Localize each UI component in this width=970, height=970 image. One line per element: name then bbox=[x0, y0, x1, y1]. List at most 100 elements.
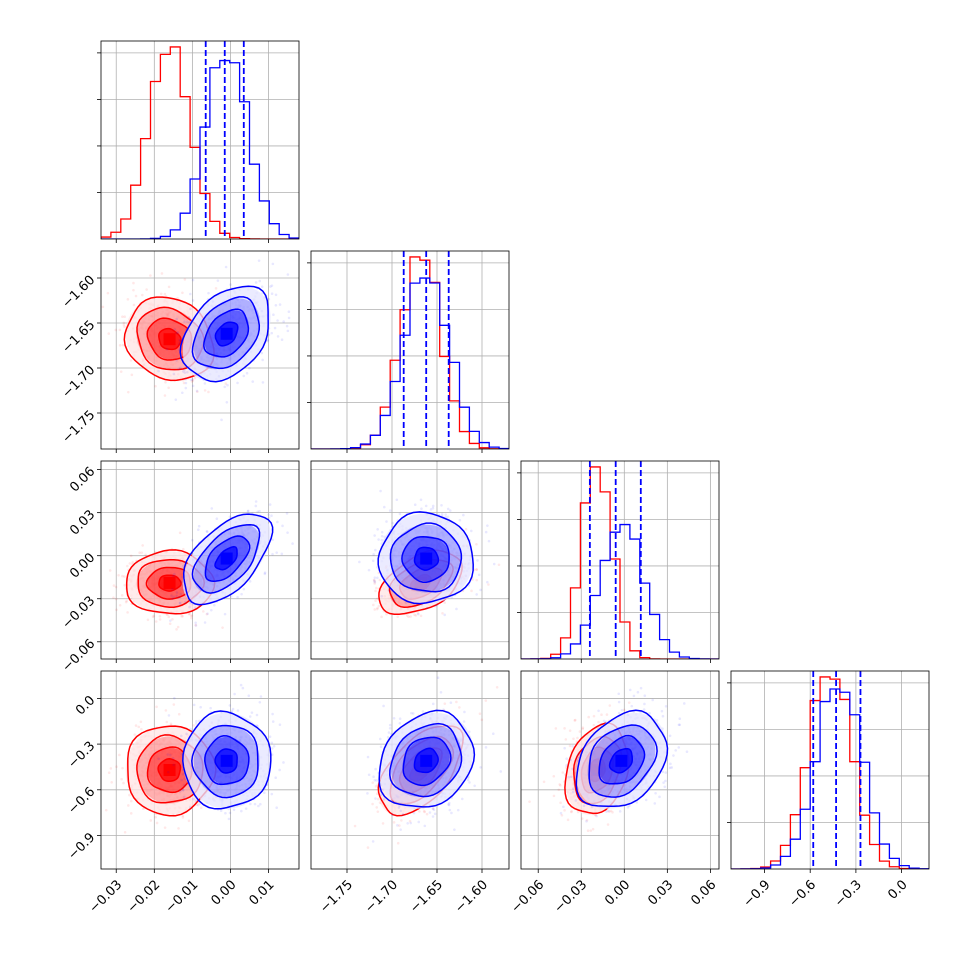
sample-point bbox=[187, 819, 191, 823]
sample-point bbox=[194, 606, 197, 609]
sample-point bbox=[487, 539, 491, 543]
sample-point bbox=[271, 552, 274, 556]
sample-point bbox=[373, 534, 376, 537]
sample-point bbox=[172, 595, 176, 599]
sample-point bbox=[475, 578, 479, 582]
sample-point bbox=[374, 599, 377, 603]
sample-point bbox=[132, 288, 135, 292]
sample-point bbox=[114, 585, 118, 589]
sample-point bbox=[187, 612, 191, 616]
sample-point bbox=[160, 272, 164, 275]
sample-point bbox=[184, 386, 188, 390]
sample-point bbox=[101, 305, 105, 309]
sample-point bbox=[163, 394, 167, 397]
sample-point bbox=[188, 605, 191, 609]
sample-point bbox=[446, 507, 450, 511]
sample-point bbox=[122, 321, 126, 325]
sample-point bbox=[181, 391, 184, 395]
sample-point bbox=[190, 614, 194, 617]
sample-point bbox=[424, 504, 428, 508]
sample-point bbox=[177, 712, 181, 716]
sample-point bbox=[165, 720, 169, 724]
sample-point bbox=[121, 315, 124, 318]
sample-point bbox=[171, 618, 174, 621]
sample-point bbox=[256, 510, 259, 514]
sample-point bbox=[407, 615, 410, 619]
sample-point bbox=[180, 575, 184, 579]
sample-point bbox=[107, 771, 111, 775]
density-peak bbox=[163, 576, 176, 589]
sample-point bbox=[455, 607, 458, 611]
sample-point bbox=[193, 376, 197, 380]
scatter-panel-p4-vs-p1 bbox=[100, 670, 300, 870]
sample-point bbox=[398, 512, 402, 516]
sample-point bbox=[260, 285, 264, 288]
sample-point bbox=[119, 370, 123, 373]
contour-line bbox=[158, 327, 182, 351]
sample-point bbox=[236, 381, 239, 385]
sample-point bbox=[267, 516, 271, 520]
sample-point bbox=[281, 524, 284, 528]
sample-point bbox=[475, 593, 478, 596]
contour-line bbox=[214, 321, 239, 347]
sample-point bbox=[267, 513, 270, 516]
sample-point bbox=[108, 569, 112, 572]
sample-point bbox=[206, 612, 209, 616]
sample-point bbox=[126, 390, 130, 394]
sample-point bbox=[121, 766, 124, 770]
sample-point bbox=[134, 294, 138, 298]
sample-point bbox=[172, 574, 175, 578]
sample-point bbox=[486, 524, 489, 527]
sample-point bbox=[155, 821, 159, 825]
sample-point bbox=[134, 724, 138, 727]
sample-point bbox=[278, 303, 282, 306]
sample-point bbox=[258, 279, 262, 283]
sample-point bbox=[374, 548, 377, 552]
sample-point bbox=[121, 343, 125, 347]
sample-point bbox=[151, 615, 155, 619]
sample-point bbox=[181, 370, 185, 373]
sample-point bbox=[475, 568, 478, 571]
sample-point bbox=[271, 262, 275, 266]
sample-point bbox=[380, 594, 384, 598]
sample-point bbox=[376, 597, 379, 600]
sample-point bbox=[492, 562, 496, 566]
sample-point bbox=[486, 580, 489, 584]
sample-point bbox=[484, 530, 488, 534]
sample-point bbox=[372, 553, 375, 556]
sample-point bbox=[191, 378, 194, 381]
sample-point bbox=[84, 579, 87, 582]
sample-point bbox=[229, 595, 233, 598]
sample-point bbox=[182, 381, 186, 385]
sample-point bbox=[236, 595, 239, 599]
sample-point bbox=[224, 382, 228, 385]
sample-point bbox=[185, 320, 189, 324]
sample-point bbox=[175, 591, 179, 594]
sample-point bbox=[446, 515, 450, 519]
sample-point bbox=[152, 614, 156, 618]
sample-point bbox=[444, 513, 447, 516]
sample-point bbox=[254, 504, 258, 508]
scatter-panel-p2-vs-p1 bbox=[100, 250, 300, 450]
contour-line bbox=[191, 523, 261, 594]
sample-point bbox=[126, 611, 129, 614]
axes-frame bbox=[100, 40, 300, 240]
sample-point bbox=[146, 618, 150, 622]
sample-point bbox=[429, 508, 433, 511]
sample-point bbox=[214, 287, 218, 290]
sample-point bbox=[140, 727, 143, 731]
sample-point bbox=[189, 307, 192, 311]
sample-point bbox=[280, 338, 284, 342]
sample-point bbox=[479, 588, 482, 592]
scatter-panel-p3-vs-p2 bbox=[310, 460, 510, 660]
sample-point bbox=[377, 604, 381, 608]
contour-line bbox=[182, 513, 274, 606]
sample-point bbox=[282, 320, 285, 323]
sample-point bbox=[188, 612, 191, 616]
sample-point bbox=[286, 273, 290, 276]
sample-point bbox=[374, 589, 377, 593]
sample-point bbox=[122, 781, 125, 785]
sample-point bbox=[207, 390, 210, 394]
sample-point bbox=[203, 382, 207, 385]
sample-point bbox=[276, 335, 280, 338]
